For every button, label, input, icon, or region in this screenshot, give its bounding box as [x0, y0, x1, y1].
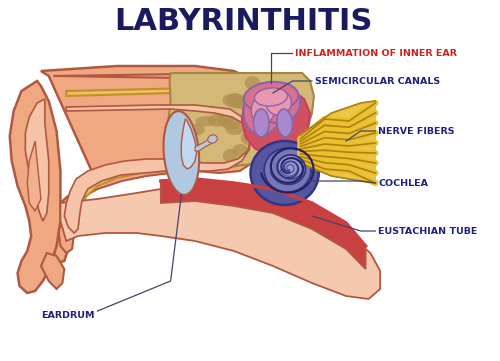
Polygon shape [54, 73, 265, 253]
Text: EARDRUM: EARDRUM [41, 310, 94, 319]
Ellipse shape [264, 148, 311, 192]
Ellipse shape [272, 114, 292, 125]
Polygon shape [64, 105, 252, 233]
Polygon shape [166, 73, 314, 166]
Polygon shape [161, 179, 366, 269]
Ellipse shape [241, 130, 262, 146]
Ellipse shape [188, 124, 205, 135]
Ellipse shape [253, 113, 268, 126]
Ellipse shape [250, 141, 319, 205]
Ellipse shape [254, 109, 269, 137]
Polygon shape [10, 81, 60, 293]
Ellipse shape [223, 149, 238, 163]
Ellipse shape [244, 76, 260, 90]
Ellipse shape [208, 114, 227, 127]
Polygon shape [195, 136, 216, 151]
Ellipse shape [266, 91, 291, 115]
Polygon shape [242, 86, 310, 153]
Ellipse shape [254, 88, 288, 106]
Polygon shape [300, 101, 376, 183]
Polygon shape [60, 186, 380, 299]
Polygon shape [182, 119, 197, 169]
Ellipse shape [232, 144, 248, 157]
Text: SEMICIRCULAR CANALS: SEMICIRCULAR CANALS [315, 77, 440, 86]
Text: INFLAMMATION OF INNER EAR: INFLAMMATION OF INNER EAR [296, 48, 458, 57]
Ellipse shape [226, 123, 244, 135]
Polygon shape [41, 66, 263, 263]
Polygon shape [64, 87, 263, 233]
Text: LABYRINTHITIS: LABYRINTHITIS [114, 6, 373, 35]
Ellipse shape [227, 93, 244, 108]
Ellipse shape [264, 126, 281, 138]
Ellipse shape [244, 82, 298, 112]
Text: NERVE FIBERS: NERVE FIBERS [378, 126, 454, 135]
Ellipse shape [232, 95, 254, 109]
Ellipse shape [278, 155, 303, 179]
Ellipse shape [164, 111, 199, 195]
Ellipse shape [208, 135, 218, 143]
Ellipse shape [258, 83, 300, 123]
Text: EUSTACHIAN TUBE: EUSTACHIAN TUBE [378, 226, 478, 235]
Text: COCHLEA: COCHLEA [378, 178, 428, 187]
Ellipse shape [252, 93, 275, 125]
Ellipse shape [254, 89, 270, 99]
Polygon shape [28, 141, 41, 211]
Polygon shape [26, 99, 48, 221]
Ellipse shape [277, 109, 292, 137]
Ellipse shape [196, 116, 216, 126]
Ellipse shape [244, 83, 283, 135]
Ellipse shape [280, 139, 298, 153]
Ellipse shape [222, 117, 240, 130]
Polygon shape [41, 253, 64, 289]
Ellipse shape [222, 93, 244, 107]
Ellipse shape [216, 112, 233, 127]
